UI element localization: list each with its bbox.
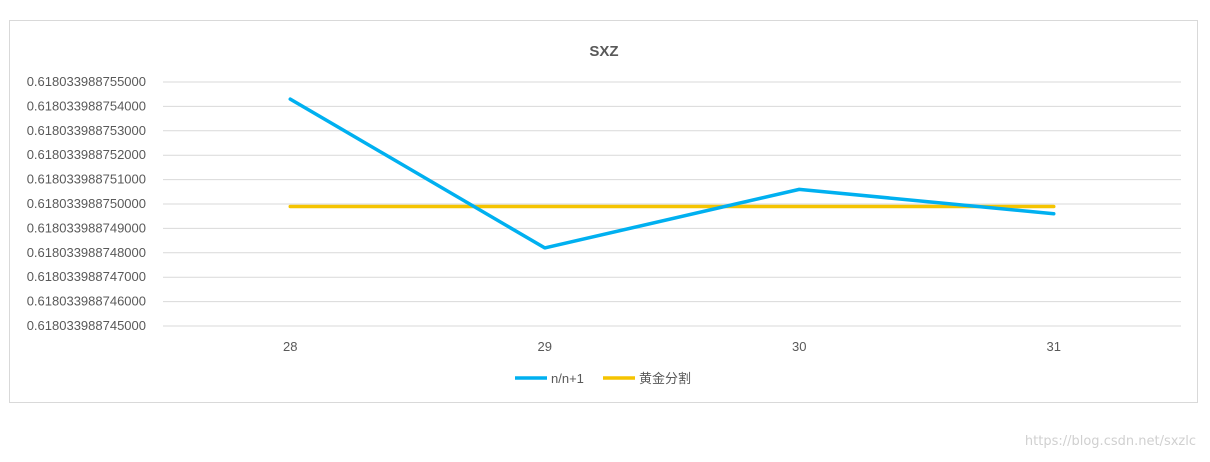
y-tick-label: 0.618033988747000 xyxy=(27,269,146,284)
chart-title: SXZ xyxy=(589,43,618,60)
legend-label: n/n+1 xyxy=(551,371,584,386)
y-tick-label: 0.618033988751000 xyxy=(27,172,146,187)
x-tick-label: 31 xyxy=(1047,339,1061,354)
legend: n/n+1 黄金分割 xyxy=(515,371,691,386)
y-tick-label: 0.618033988752000 xyxy=(27,147,146,162)
y-tick-label: 0.618033988750000 xyxy=(27,196,146,211)
x-tick-label: 30 xyxy=(792,339,806,354)
chart-frame: SXZ 0.618033988745000 0.618033988746000 0.… xyxy=(9,20,1198,403)
y-tick-label: 0.618033988749000 xyxy=(27,220,146,235)
y-tick-label: 0.618033988746000 xyxy=(27,294,146,309)
series-line-0 xyxy=(288,97,1056,250)
y-tick-label: 0.618033988753000 xyxy=(27,123,146,138)
y-tick-label: 0.618033988755000 xyxy=(27,74,146,89)
y-axis-ticks: 0.618033988745000 0.618033988746000 0.6180… xyxy=(27,74,146,333)
x-axis-ticks: 28 29 30 31 xyxy=(283,339,1061,354)
x-tick-label: 29 xyxy=(538,339,552,354)
series-lines xyxy=(288,97,1056,250)
watermark-text: https://blog.csdn.net/sxzlc xyxy=(1024,434,1196,449)
y-tick-label: 0.618033988745000 xyxy=(27,318,146,333)
gridlines xyxy=(163,81,1181,327)
y-tick-label: 0.618033988754000 xyxy=(27,98,146,113)
line-chart: SXZ 0.6180339887450000.6180339887460000.… xyxy=(27,43,1181,386)
y-tick-label: 0.618033988748000 xyxy=(27,245,146,260)
legend-label: 黄金分割 xyxy=(639,371,691,386)
x-tick-label: 28 xyxy=(283,339,297,354)
